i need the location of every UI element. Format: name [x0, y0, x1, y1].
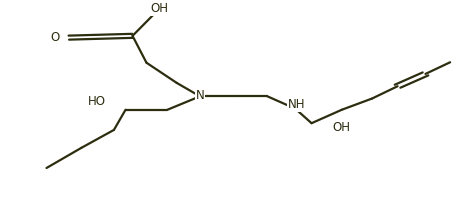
- Text: N: N: [196, 89, 204, 102]
- Text: OH: OH: [333, 121, 351, 134]
- Text: NH: NH: [287, 98, 305, 111]
- Text: HO: HO: [88, 95, 106, 108]
- Text: OH: OH: [150, 2, 168, 15]
- Text: O: O: [50, 31, 60, 44]
